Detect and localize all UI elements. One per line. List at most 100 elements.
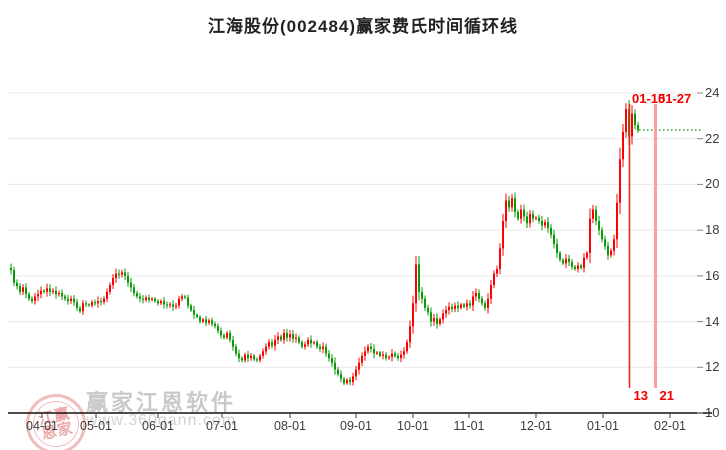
candle-body <box>289 334 291 338</box>
candle-body <box>85 303 87 305</box>
candle-body <box>241 358 243 361</box>
x-axis-label-10-01: 10-01 <box>397 419 429 433</box>
candle-body <box>328 353 330 359</box>
candle-body <box>529 214 531 224</box>
candle-body <box>235 346 237 354</box>
candle-body <box>556 243 558 253</box>
candle-body <box>421 291 423 299</box>
candle-body <box>250 355 252 359</box>
candle-body <box>46 288 48 292</box>
x-axis-label-08-01: 08-01 <box>274 419 306 433</box>
candle-body <box>475 293 477 297</box>
candle-body <box>34 296 36 301</box>
candle-body <box>283 333 285 340</box>
candle-body <box>406 342 408 352</box>
candle-body <box>115 273 117 279</box>
candle-body <box>565 258 567 264</box>
candle-body <box>496 269 498 274</box>
candle-body <box>130 282 132 288</box>
candle-body <box>571 262 573 267</box>
candle-body <box>226 333 228 338</box>
candle-body <box>592 209 594 219</box>
candle-body <box>61 293 63 297</box>
y-axis-label-20: 20 <box>705 176 720 192</box>
candle-body <box>103 298 105 303</box>
candle-body <box>349 379 351 383</box>
candle-body <box>307 339 309 345</box>
candle-body <box>151 298 153 300</box>
candle-body <box>637 125 639 131</box>
candle-body <box>481 298 483 304</box>
candle-body <box>352 376 354 383</box>
candle-body <box>598 221 600 231</box>
candle-body <box>64 296 66 299</box>
candle-body <box>271 342 273 346</box>
candle-body <box>415 264 417 304</box>
x-axis-label-11-01: 11-01 <box>453 419 485 433</box>
candle-body <box>574 266 576 269</box>
candle-body <box>31 298 33 301</box>
candle-body <box>127 275 129 283</box>
candle-body <box>325 346 327 354</box>
candle-body <box>310 339 312 344</box>
candle-body <box>49 288 51 292</box>
candle-body <box>139 296 141 299</box>
candle-body <box>373 349 375 354</box>
candle-body <box>424 298 426 308</box>
candle-body <box>493 273 495 285</box>
candle-body <box>541 221 543 226</box>
candle-body <box>427 307 429 313</box>
candle-body <box>466 303 468 307</box>
y-axis-label-12: 12 <box>705 359 720 375</box>
candle-body <box>448 306 450 311</box>
x-axis-label-05-01: 05-01 <box>80 419 112 433</box>
candle-body <box>13 270 15 283</box>
candle-body <box>361 355 363 363</box>
candle-body <box>340 374 342 379</box>
candle-body <box>547 222 549 228</box>
candle-body <box>460 304 462 308</box>
candle-body <box>313 342 315 344</box>
candle-body <box>244 354 246 361</box>
candle-body <box>502 221 504 249</box>
candle-body <box>358 362 360 370</box>
candle-body <box>562 259 564 264</box>
candle-body <box>55 290 57 295</box>
x-axis-label-07-01: 07-01 <box>206 419 238 433</box>
candle-body <box>175 305 177 307</box>
candle-body <box>382 354 384 356</box>
candle-body <box>193 310 195 315</box>
x-axis-label-09-01: 09-01 <box>340 419 372 433</box>
candle-body <box>154 298 156 301</box>
candle-body <box>124 272 126 276</box>
candle-body <box>205 319 207 323</box>
candle-body <box>253 355 255 360</box>
candle-body <box>301 342 303 347</box>
candle-body <box>316 342 318 347</box>
candle-body <box>445 310 447 314</box>
candle-body <box>436 318 438 324</box>
candle-body <box>163 301 165 305</box>
candle-body <box>589 218 591 253</box>
candle-body <box>172 304 174 307</box>
candle-body <box>73 298 75 303</box>
candle-body <box>166 304 168 306</box>
candle-body <box>604 239 606 247</box>
candle-body <box>196 314 198 317</box>
candle-body <box>367 346 369 352</box>
candle-body <box>259 355 261 361</box>
candle-body <box>559 253 561 260</box>
candle-body <box>247 354 249 359</box>
candle-body <box>277 336 279 340</box>
candle-body <box>337 369 339 375</box>
x-axis-label-04-01: 04-01 <box>26 419 58 433</box>
candle-body <box>298 337 300 343</box>
candle-body <box>208 320 210 323</box>
candle-body <box>52 290 54 292</box>
candle-body <box>22 287 24 292</box>
candle-body <box>343 378 345 384</box>
candle-body <box>622 131 624 160</box>
candle-body <box>40 290 42 295</box>
